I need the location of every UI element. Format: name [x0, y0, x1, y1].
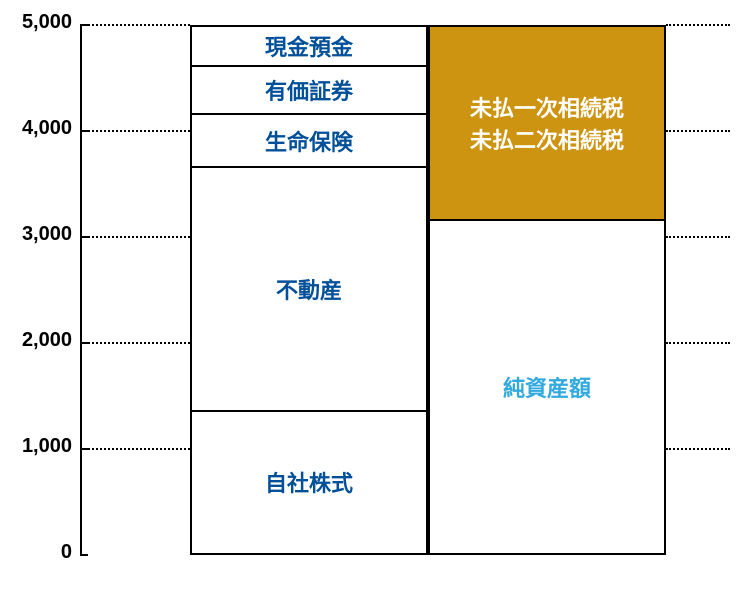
liab-unpaid_tax-label: 未払二次相続税	[470, 123, 624, 155]
y-axis-line	[80, 25, 82, 555]
liab-unpaid_tax: 未払一次相続税未払二次相続税	[428, 25, 666, 221]
y-tick-label: 2,000	[2, 329, 72, 352]
liab-net_assets-label: 純資産額	[503, 371, 591, 403]
asset-insurance: 生命保険	[190, 115, 428, 168]
asset-real_estate: 不動産	[190, 168, 428, 412]
asset-real_estate-label: 不動産	[276, 273, 342, 305]
liab-unpaid_tax-label: 未払一次相続税	[470, 91, 624, 123]
y-tick-label: 3,000	[2, 223, 72, 246]
grid-line	[666, 24, 730, 26]
grid-line	[666, 448, 730, 450]
asset-cash-label: 現金預金	[265, 30, 353, 62]
plot-area: 01,0002,0003,0004,0005,000現金預金有価証券生命保険不動…	[80, 25, 730, 555]
asset-securities-label: 有価証券	[265, 74, 353, 106]
asset-securities: 有価証券	[190, 67, 428, 115]
asset-own_shares: 自社株式	[190, 412, 428, 555]
asset-cash: 現金預金	[190, 25, 428, 67]
grid-line	[80, 236, 190, 238]
asset-insurance-label: 生命保険	[265, 125, 353, 157]
grid-line	[666, 130, 730, 132]
grid-line	[80, 342, 190, 344]
grid-line	[80, 24, 190, 26]
asset-own_shares-label: 自社株式	[265, 466, 353, 498]
y-tick-mark	[80, 554, 88, 556]
grid-line	[80, 130, 190, 132]
y-tick-label: 0	[2, 541, 72, 564]
liab-net_assets: 純資産額	[428, 221, 666, 555]
y-tick-label: 5,000	[2, 11, 72, 34]
grid-line	[666, 236, 730, 238]
y-tick-label: 1,000	[2, 435, 72, 458]
grid-line	[666, 342, 730, 344]
grid-line	[80, 448, 190, 450]
balance-chart: 0 1,000 2,000 3,000 4,000 5,000 現金預金有価証券生命保険不動…	[0, 0, 740, 592]
y-tick-label: 4,000	[2, 117, 72, 140]
